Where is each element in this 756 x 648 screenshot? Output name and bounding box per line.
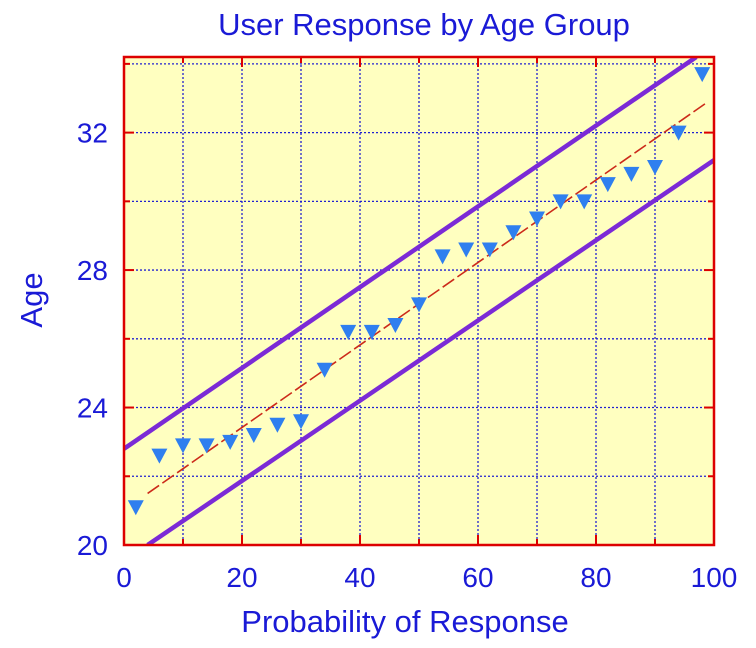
data-point [481,242,498,258]
data-point [552,194,569,210]
x-tick-label: 60 [462,562,493,593]
data-point [269,417,286,433]
data-point [599,177,616,193]
chart-title: User Response by Age Group [218,7,630,42]
data-point [529,211,545,227]
y-tick-label: 32 [77,118,108,149]
x-tick-label: 20 [226,562,257,593]
data-point [222,434,239,450]
data-point [411,297,427,313]
data-point [623,166,640,182]
data-point [458,242,475,258]
data-point [316,362,333,378]
data-point [647,159,663,175]
y-tick-label: 28 [77,255,108,286]
x-tick-label: 40 [344,562,375,593]
data-point [127,500,144,516]
x-tick-label: 80 [580,562,611,593]
data-point [151,448,168,464]
y-axis-label: Age [14,272,49,327]
data-point [175,438,191,454]
data-point [293,414,309,430]
plot-area [122,55,716,547]
data-point [434,249,451,265]
x-tick-label: 100 [691,562,738,593]
data-point [198,438,215,454]
plot-frame [122,55,716,547]
series-group [124,57,714,545]
data-point [505,225,522,241]
data-point [576,194,593,210]
x-axis-label: Probability of Response [241,604,568,639]
data-point [363,324,380,340]
data-point [694,67,711,83]
data-point [245,428,262,444]
lower-confidence-band [146,158,714,545]
data-point [340,324,357,340]
data-point [387,318,404,334]
y-tick-label: 20 [77,530,108,561]
y-tick-label: 24 [77,393,108,424]
upper-confidence-band [124,57,698,451]
x-tick-label: 0 [116,562,132,593]
fit-line [147,101,709,495]
data-point [670,125,687,141]
